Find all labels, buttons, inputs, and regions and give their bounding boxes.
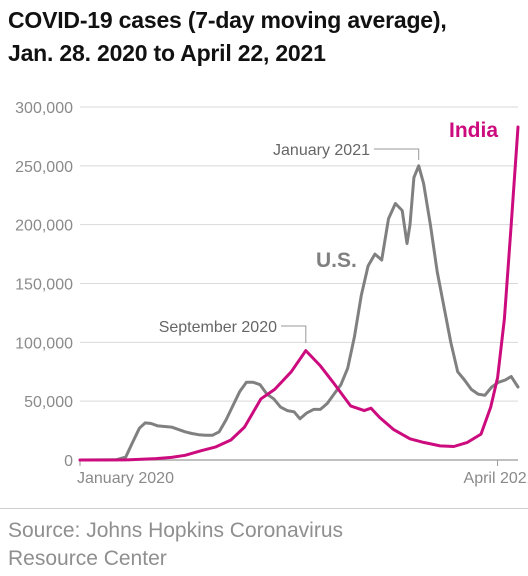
annotation-september-2020: September 2020 — [159, 319, 277, 336]
x-tick-label: January 2020 — [77, 470, 174, 487]
y-tick-label: 0 — [64, 453, 73, 470]
y-tick-label: 300,000 — [15, 100, 73, 117]
gridlines — [80, 106, 518, 461]
us-series-line — [78, 164, 520, 462]
chart-title-line-2: Jan. 28. 2020 to April 22, 2021 — [8, 40, 326, 66]
source-line-2: Resource Center — [8, 547, 167, 570]
source-note: Source: Johns Hopkins Coronavirus Resour… — [8, 517, 343, 573]
india-series-line — [78, 125, 520, 462]
y-tick-label: 100,000 — [15, 335, 73, 352]
x-axis: January 2020 April 2021 — [77, 460, 528, 487]
annotation-leader-september-2020 — [281, 325, 307, 343]
y-axis-tick-labels: 0 50,000 100,000 150,000 200,000 250,000 300,0… — [15, 100, 73, 470]
y-tick-label: 150,000 — [15, 277, 73, 294]
series-lines — [78, 125, 520, 462]
y-tick-label: 250,000 — [15, 159, 73, 176]
y-tick-label: 50,000 — [24, 394, 73, 411]
y-tick-label: 200,000 — [15, 218, 73, 235]
annotation-january-2021: January 2021 — [273, 142, 370, 159]
annotations: January 2021 September 2020 — [159, 142, 420, 343]
source-line-1: Source: Johns Hopkins Coronavirus — [8, 519, 343, 542]
footer-divider — [0, 508, 528, 509]
line-chart: 0 50,000 100,000 150,000 200,000 250,000 300,0… — [15, 100, 528, 487]
x-tick-label: April 2021 — [464, 470, 528, 487]
series-labels: U.S. India — [316, 119, 498, 272]
india-series-label: India — [449, 119, 498, 142]
annotation-leader-january-2021 — [374, 148, 420, 160]
chart-title: COVID-19 cases (7-day moving average), J… — [8, 4, 523, 70]
chart-title-line-1: COVID-19 cases (7-day moving average), — [8, 7, 447, 33]
us-series-label: U.S. — [316, 249, 357, 272]
